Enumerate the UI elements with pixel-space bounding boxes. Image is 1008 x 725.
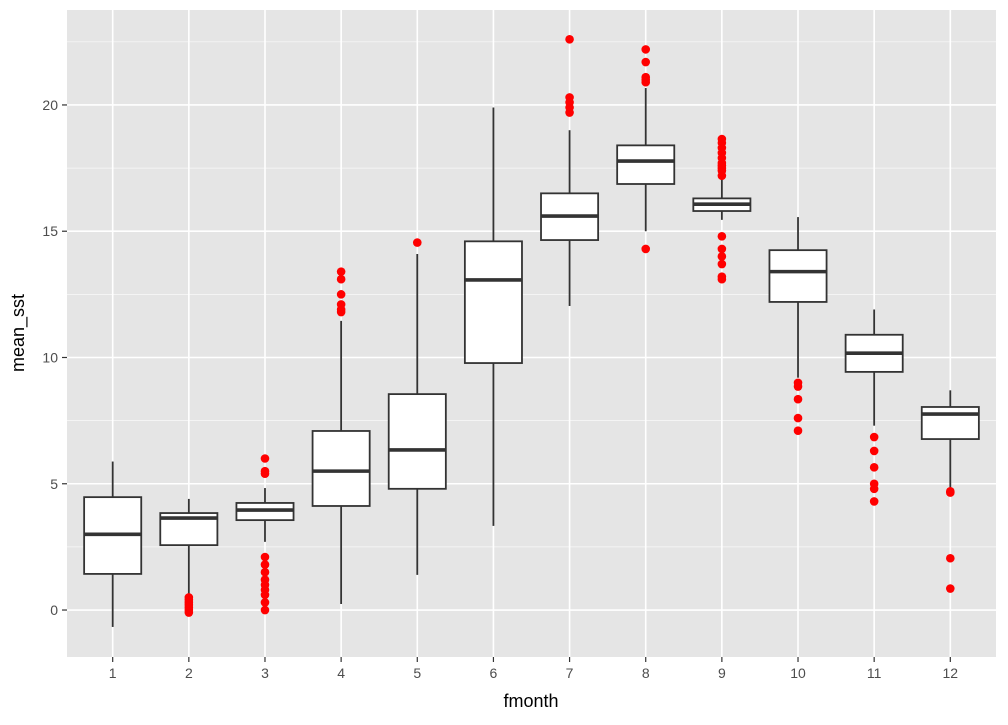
box-month-12 [920, 390, 980, 593]
y-tick-label: 0 [50, 602, 58, 618]
outlier-point [565, 108, 574, 117]
outlier-point [793, 382, 803, 391]
outlier-point [260, 598, 270, 607]
box-month-1 [83, 461, 143, 627]
box-iqr [387, 393, 447, 490]
outlier-point [260, 560, 270, 569]
box-month-6 [463, 107, 523, 526]
outlier-point [260, 552, 270, 562]
x-tick-label: 9 [718, 665, 726, 681]
outlier-point [717, 274, 727, 284]
box-iqr [768, 249, 828, 303]
x-tick-label: 2 [185, 665, 193, 681]
outlier-point [869, 463, 879, 472]
outlier-point [717, 252, 727, 261]
outlier-point [717, 244, 727, 254]
outlier-point [946, 553, 955, 563]
outlier-point [184, 608, 194, 617]
x-tick-label: 6 [490, 665, 498, 681]
y-tick-label: 15 [42, 223, 58, 239]
x-tick-label: 8 [642, 665, 650, 681]
box-month-4 [311, 267, 371, 604]
outlier-point [869, 432, 879, 442]
outlier-point [869, 446, 879, 456]
box-iqr [463, 240, 523, 364]
outlier-point [260, 567, 270, 577]
x-axis-label: fmonth [503, 691, 558, 711]
outlier-point [717, 259, 727, 269]
boxes [83, 34, 980, 627]
box-iqr [311, 430, 371, 507]
outlier-point [260, 469, 270, 478]
x-tick-label: 4 [337, 665, 345, 681]
x-tick-label: 12 [943, 665, 959, 681]
outlier-point [869, 497, 879, 506]
outlier-point [336, 290, 346, 299]
box-month-10 [768, 217, 828, 436]
outlier-point [641, 77, 651, 87]
outlier-point [565, 34, 574, 44]
outlier-point [793, 426, 803, 436]
outlier-point [260, 605, 270, 615]
box-month-2 [159, 498, 219, 617]
y-axis-label: mean_sst [8, 294, 29, 372]
box-month-5 [387, 238, 447, 575]
outlier-point [412, 238, 422, 247]
outlier-point [869, 484, 879, 494]
y-tick-label: 5 [50, 476, 58, 492]
outlier-point [336, 307, 346, 317]
box-iqr [920, 406, 980, 440]
outlier-point [717, 171, 727, 180]
plot-panel [67, 10, 996, 657]
box-month-9 [692, 134, 752, 284]
outlier-point [260, 454, 270, 463]
box-month-8 [616, 45, 676, 254]
outlier-point [946, 584, 955, 593]
outlier-point [641, 244, 651, 254]
x-tick-label: 11 [867, 665, 882, 681]
box-iqr [616, 144, 676, 185]
x-tick-label: 3 [261, 665, 269, 681]
box-month-7 [540, 34, 600, 306]
outlier-point [793, 394, 803, 404]
y-tick-label: 20 [42, 97, 58, 113]
y-tick-label: 10 [42, 349, 58, 365]
outlier-point [336, 274, 346, 284]
x-tick-label: 1 [109, 665, 117, 681]
outlier-point [336, 267, 346, 276]
box-month-3 [235, 454, 295, 615]
outlier-point [641, 45, 651, 54]
x-tick-label: 10 [790, 665, 806, 681]
outlier-point [793, 413, 803, 423]
outlier-point [260, 590, 270, 600]
outlier-point [946, 488, 955, 497]
box-month-11 [844, 309, 904, 506]
x-tick-label: 5 [413, 665, 421, 681]
outlier-point [641, 57, 651, 67]
outlier-point [717, 231, 727, 241]
x-tick-label: 7 [566, 665, 574, 681]
